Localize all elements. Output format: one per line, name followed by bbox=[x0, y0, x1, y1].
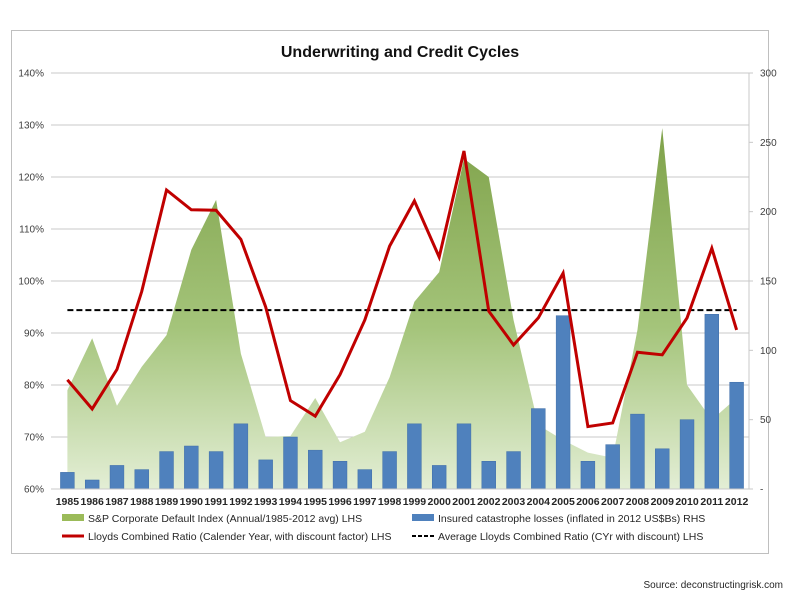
bar bbox=[531, 408, 546, 490]
x-tick-label: 1990 bbox=[180, 496, 204, 508]
bar bbox=[630, 413, 645, 490]
x-tick-label: 1986 bbox=[80, 496, 104, 508]
legend-swatch-area bbox=[62, 514, 84, 521]
right-tick-label: 150 bbox=[760, 277, 777, 288]
bar bbox=[555, 315, 571, 490]
left-tick-label: 110% bbox=[19, 225, 44, 236]
x-tick-label: 1996 bbox=[328, 496, 352, 508]
x-tick-label: 1997 bbox=[353, 496, 377, 508]
left-axis: 60% 70% 80% 90% 100% 110% 120% 130% 140% bbox=[18, 69, 55, 496]
x-tick-label: 1987 bbox=[105, 496, 129, 508]
bar bbox=[456, 423, 472, 490]
x-tick-label: 1993 bbox=[254, 496, 278, 508]
series-bars-catastrophe-losses bbox=[60, 314, 744, 490]
bar bbox=[506, 451, 521, 490]
legend-label-bar: Insured catastrophe losses (inflated in … bbox=[438, 513, 705, 525]
bar bbox=[208, 451, 224, 490]
x-tick-label: 1995 bbox=[304, 496, 328, 508]
bar bbox=[84, 479, 100, 490]
bar bbox=[679, 419, 695, 490]
chart-title: Underwriting and Credit Cycles bbox=[281, 44, 519, 61]
legend-label-area: S&P Corporate Default Index (Annual/1985… bbox=[88, 513, 362, 525]
left-tick-label: 100% bbox=[18, 277, 44, 288]
x-tick-label: 2007 bbox=[601, 496, 625, 508]
left-tick-label: 80% bbox=[24, 381, 44, 392]
bar bbox=[580, 461, 596, 490]
bar bbox=[109, 465, 125, 490]
bar bbox=[184, 445, 199, 490]
legend-label-dashed: Average Lloyds Combined Ratio (CYr with … bbox=[438, 531, 703, 543]
bar bbox=[431, 465, 447, 490]
bar bbox=[283, 436, 298, 490]
left-tick-label: 120% bbox=[18, 173, 44, 184]
x-tick-label: 2009 bbox=[651, 496, 675, 508]
bar bbox=[481, 461, 496, 490]
x-tick-label: 2004 bbox=[527, 496, 551, 508]
legend-swatch-bar bbox=[412, 514, 434, 521]
x-tick-label: 2006 bbox=[576, 496, 600, 508]
x-tick-label: 2005 bbox=[551, 496, 575, 508]
bar bbox=[407, 423, 422, 490]
x-tick-label: 2010 bbox=[675, 496, 699, 508]
x-tick-label: 2003 bbox=[502, 496, 526, 508]
bar bbox=[704, 314, 720, 490]
right-tick-label: 50 bbox=[760, 415, 772, 426]
bar bbox=[605, 444, 620, 490]
x-tick-label: 1988 bbox=[130, 496, 154, 508]
bar bbox=[233, 423, 249, 490]
x-tick-label: 2001 bbox=[452, 496, 476, 508]
bar bbox=[159, 451, 174, 490]
bar bbox=[308, 449, 323, 490]
left-tick-label: 70% bbox=[24, 433, 44, 444]
bar bbox=[60, 472, 75, 490]
series-lloyds-combined-ratio-line bbox=[66, 150, 739, 429]
bar bbox=[134, 469, 149, 490]
x-tick-label: 1989 bbox=[155, 496, 179, 508]
legend: S&P Corporate Default Index (Annual/1985… bbox=[62, 513, 705, 543]
bar bbox=[357, 469, 373, 490]
bar bbox=[382, 451, 397, 490]
chart-border bbox=[11, 30, 769, 554]
x-tick-label: 2008 bbox=[626, 496, 650, 508]
left-tick-label: 60% bbox=[24, 485, 44, 496]
x-tick-label: 1985 bbox=[56, 496, 80, 508]
series-area-sp-default-index bbox=[67, 128, 737, 489]
bar bbox=[332, 461, 348, 490]
right-tick-label: - bbox=[760, 485, 763, 496]
left-tick-label: 130% bbox=[18, 121, 44, 132]
legend-label-line: Lloyds Combined Ratio (Calender Year, wi… bbox=[88, 531, 392, 543]
x-tick-label: 1998 bbox=[378, 496, 402, 508]
x-tick-label: 2011 bbox=[700, 496, 723, 508]
left-tick-label: 140% bbox=[18, 69, 44, 80]
x-tick-label: 2002 bbox=[477, 496, 501, 508]
x-tick-label: 2012 bbox=[725, 496, 749, 508]
right-tick-label: 200 bbox=[760, 207, 777, 218]
x-tick-label: 1994 bbox=[279, 496, 303, 508]
x-tick-label: 1999 bbox=[403, 496, 427, 508]
bar bbox=[729, 381, 744, 490]
bar bbox=[258, 459, 273, 490]
right-axis: - 50 100 150 200 250 300 bbox=[748, 69, 777, 496]
x-tick-label: 2000 bbox=[427, 496, 451, 508]
left-tick-label: 90% bbox=[24, 329, 44, 340]
x-tick-label: 1992 bbox=[229, 496, 253, 508]
source-label: Source: deconstructingrisk.com bbox=[643, 580, 783, 591]
x-axis: 1985 1986 1987 1988 1989 1990 1991 1992 1993 1994… bbox=[55, 488, 749, 508]
right-tick-label: 250 bbox=[760, 138, 777, 149]
x-tick-label: 1991 bbox=[204, 496, 228, 508]
bar bbox=[655, 448, 670, 490]
right-tick-label: 100 bbox=[760, 346, 777, 357]
right-tick-label: 300 bbox=[760, 69, 777, 80]
